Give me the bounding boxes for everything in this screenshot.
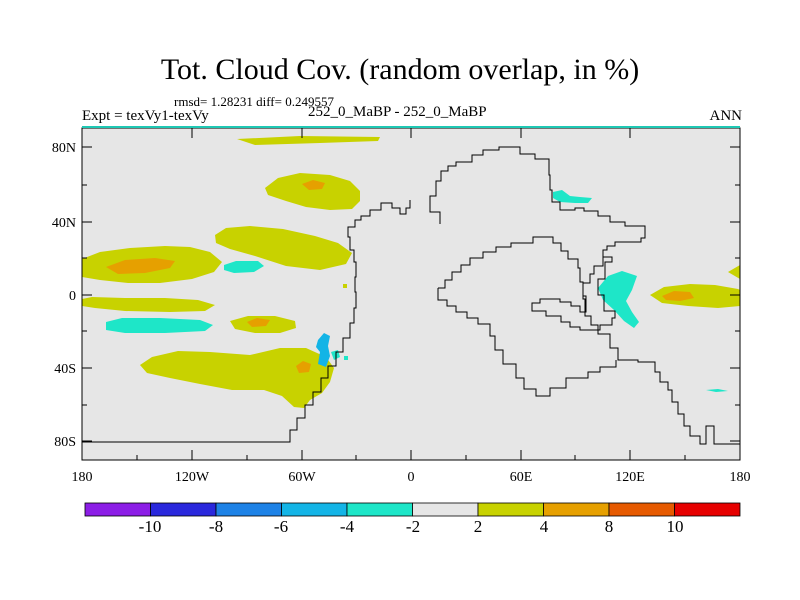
colorbar-label: 2 [474,517,483,536]
lon-label: 60E [510,470,533,485]
coastline-southern-sea [437,288,617,397]
positive-anomaly-region [82,297,215,312]
colorbar-label: -4 [340,517,355,536]
runs-label: 252_0_MaBP - 252_0_MaBP [308,104,487,120]
lat-label: 0 [69,289,76,304]
colorbar-swatch [346,502,413,517]
stats-label: rmsd= 1.28231 diff= 0.249557 [174,94,334,109]
coastline-eastern [429,146,740,445]
lat-label: 40S [54,362,76,377]
lon-label: 120W [175,470,210,485]
colorbar-swatch [608,502,675,517]
colorbar-swatch [674,502,741,517]
negative-anomaly-region [598,271,639,328]
positive-core-region [302,180,325,190]
anomaly-fields [82,136,740,408]
negative-anomaly-region [553,190,592,203]
positive-anomaly-region [215,226,352,270]
colorbar-swatch [412,502,479,517]
negative-anomaly-region [316,333,330,367]
colorbar-label: -8 [209,517,223,536]
colorbar-label: -6 [274,517,288,536]
colorbar-swatch [281,502,348,517]
lon-label: 120E [615,470,645,485]
negative-anomaly-region [706,389,728,392]
colorbar-label: -10 [139,517,162,536]
positive-anomaly-region [237,136,380,145]
positive-anomaly-region [343,284,347,288]
lat-label: 40N [52,216,76,231]
positive-core-region [106,258,175,274]
season-label: ANN [709,108,743,124]
lat-label: 80S [54,435,76,450]
colorbar-label: 10 [667,517,684,536]
colorbar-swatch [543,502,610,517]
lon-label: 60W [288,470,316,485]
colorbar-swatch [215,502,282,517]
negative-anomaly-region [344,356,348,360]
colorbar-label: 4 [540,517,549,536]
lon-label: 180 [72,470,93,485]
positive-core-region [662,291,694,301]
colorbar-swatch [84,502,151,517]
experiment-label: Expt = texVy1-texVy [82,108,209,124]
positive-anomaly-region [265,173,360,210]
positive-anomaly-region [728,265,740,279]
colorbar-label: -2 [406,517,420,536]
negative-anomaly-region [224,261,264,273]
lat-label: 80N [52,141,76,156]
map-background [82,128,740,460]
positive-anomaly-region [650,284,740,308]
colorbar-label: 8 [605,517,614,536]
coastline-western [82,200,411,443]
colorbar [84,502,741,517]
coastline-inner-sea [438,236,616,331]
axis-ticks [82,128,740,460]
negative-anomaly-region [106,318,213,333]
lon-label: 180 [730,470,751,485]
lon-label: 0 [408,470,415,485]
positive-anomaly-region [140,348,334,408]
colorbar-swatch [477,502,544,517]
colorbar-swatch [150,502,217,517]
positive-core-region [247,318,270,327]
plot-title: Tot. Cloud Cov. (random overlap, in %) [160,53,640,86]
positive-core-region [296,361,311,373]
coastlines [82,146,740,445]
